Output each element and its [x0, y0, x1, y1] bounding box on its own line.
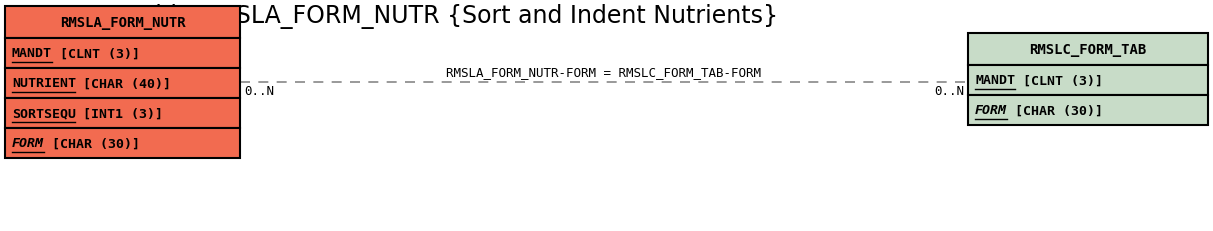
- Text: RMSLC_FORM_TAB: RMSLC_FORM_TAB: [1030, 43, 1146, 57]
- Bar: [968, 34, 1208, 66]
- Text: FORM: FORM: [12, 137, 44, 150]
- Bar: [968, 96, 1208, 125]
- Text: FORM: FORM: [975, 104, 1007, 117]
- Bar: [5, 128, 240, 158]
- Text: 0..N: 0..N: [244, 85, 274, 98]
- Text: [CHAR (40)]: [CHAR (40)]: [75, 77, 171, 90]
- Text: SAP ABAP table RMSLA_FORM_NUTR {Sort and Indent Nutrients}: SAP ABAP table RMSLA_FORM_NUTR {Sort and…: [8, 4, 778, 29]
- Text: MANDT: MANDT: [975, 74, 1015, 87]
- Text: [CHAR (30)]: [CHAR (30)]: [1007, 104, 1103, 117]
- Text: RMSLA_FORM_NUTR-FORM = RMSLC_FORM_TAB-FORM: RMSLA_FORM_NUTR-FORM = RMSLC_FORM_TAB-FO…: [446, 66, 762, 79]
- Bar: [5, 99, 240, 128]
- Bar: [5, 69, 240, 99]
- Text: SORTSEQU: SORTSEQU: [12, 107, 76, 120]
- Text: [CLNT (3)]: [CLNT (3)]: [1014, 74, 1103, 87]
- Bar: [5, 39, 240, 69]
- Text: [CHAR (30)]: [CHAR (30)]: [44, 137, 139, 150]
- Text: RMSLA_FORM_NUTR: RMSLA_FORM_NUTR: [59, 16, 186, 30]
- Bar: [968, 66, 1208, 96]
- Text: [CLNT (3)]: [CLNT (3)]: [52, 47, 139, 60]
- Text: MANDT: MANDT: [12, 47, 52, 60]
- Bar: [5, 7, 240, 39]
- Text: 0..N: 0..N: [934, 85, 964, 98]
- Text: [INT1 (3)]: [INT1 (3)]: [75, 107, 164, 120]
- Text: NUTRIENT: NUTRIENT: [12, 77, 76, 90]
